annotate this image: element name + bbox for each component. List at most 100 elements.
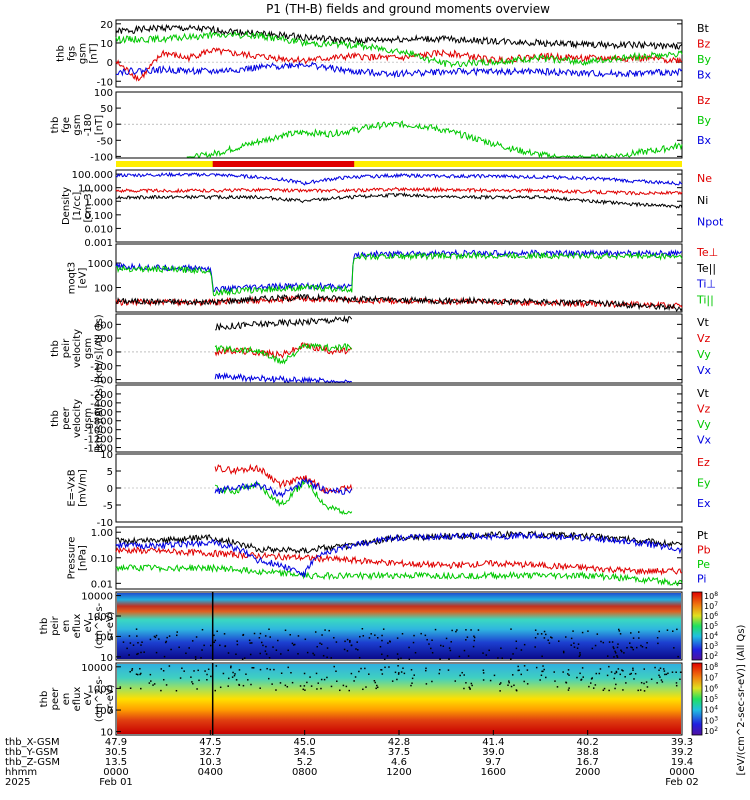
spectrogram-speck (153, 635, 156, 638)
spectrogram-speck (128, 654, 130, 656)
spectrogram-speck (534, 646, 536, 648)
spectrogram-speck (233, 674, 236, 677)
spectrogram-speck (493, 674, 496, 677)
y-tick-label: 400 (94, 320, 113, 331)
spectrogram-speck (376, 637, 379, 639)
spectrogram-speck (579, 672, 581, 675)
spectrogram-speck (638, 637, 640, 639)
spectrogram-speck (364, 667, 366, 670)
spectrogram-speck (471, 684, 473, 687)
spectrogram-speck (539, 679, 541, 681)
spectrogram-speck (155, 651, 158, 654)
spectrogram-speck (622, 689, 624, 691)
spectrogram-speck (183, 670, 185, 672)
spectrogram-speck (673, 647, 675, 649)
spectrogram-speck (579, 652, 581, 654)
spectrogram-speck (136, 653, 138, 656)
y-axis-label-line: eflux (72, 614, 83, 639)
spectrogram-speck (275, 649, 278, 651)
spectrogram-speck (562, 651, 565, 654)
spectrogram-speck (252, 667, 255, 669)
spectrogram-speck (619, 633, 622, 635)
legend-Ti||: Ti|| (696, 293, 714, 306)
spectrogram-speck (618, 630, 621, 632)
y-axis-label-line: -180 (83, 114, 94, 137)
spectrogram-speck (410, 669, 413, 671)
spectrogram-speck (342, 684, 345, 687)
spectrogram-speck (403, 672, 406, 675)
legend-Ey: Ey (697, 477, 711, 490)
spectrogram-speck (534, 636, 537, 639)
legend-Vt: Vt (697, 387, 710, 400)
spectrogram-speck (602, 689, 605, 691)
spectrogram-speck (660, 679, 663, 681)
spectrogram-speck (596, 633, 599, 635)
figure-title: P1 (TH-B) fields and ground moments over… (266, 2, 550, 16)
y-axis-label: thbpeirvelocitygsm[km/s](All Qs) (50, 314, 105, 382)
y-tick-label: 1.000 (84, 197, 113, 208)
spectrogram-speck (149, 638, 152, 641)
spectrogram-speck (320, 678, 323, 681)
x-tick-label: 0000 (103, 767, 128, 778)
spectrogram-speck (291, 681, 294, 684)
spectrogram-speck (611, 641, 614, 643)
spectrogram-speck (645, 681, 648, 683)
spectrogram-speck (360, 667, 362, 670)
spectrogram-speck (267, 677, 270, 680)
panel-frame (115, 313, 683, 384)
colorbar-title: [eV/(cm^2-sec-sr-eV)] (All Qs) (736, 624, 747, 775)
spectrogram-speck (397, 673, 400, 675)
spectrogram-speck (594, 644, 597, 647)
spectrogram-speck (259, 652, 261, 655)
series-line-red (115, 47, 683, 82)
y-tick-label: -400 (90, 376, 113, 387)
spectrogram-speck (663, 670, 666, 672)
x-tick-label: 39.0 (482, 747, 504, 758)
spectrogram-speck (634, 672, 637, 675)
y-tick-label: 10 (100, 728, 113, 739)
spectrogram-speck (312, 652, 314, 655)
spectrogram-speck (396, 653, 399, 655)
spectrogram-speck (489, 679, 492, 682)
mode-bar (116, 161, 682, 167)
spectrogram-speck (508, 681, 510, 684)
y-axis-label-line: eV (83, 692, 94, 705)
spectrogram-speck (620, 649, 622, 652)
spectrogram-speck (463, 687, 465, 690)
x-tick-label: 0000 (669, 767, 694, 778)
series-line-green (115, 251, 683, 297)
y-axis-label-line: peir (50, 615, 61, 635)
spectrogram-speck (381, 639, 383, 642)
x-tick-label: 40.2 (577, 737, 599, 748)
spectrogram-speck (214, 689, 216, 692)
series-line-green (186, 120, 683, 159)
spectrogram-speck (249, 653, 252, 656)
spectrogram-speck (510, 685, 513, 688)
spectrogram-speck (201, 628, 204, 631)
spectrogram-speck (131, 669, 133, 672)
y-tick-label: 10000 (81, 663, 113, 674)
spectrogram-speck (639, 689, 642, 691)
spectrogram-speck (236, 643, 239, 646)
spectrogram-speck (629, 673, 631, 676)
spectrogram-speck (326, 676, 328, 679)
spectrogram-speck (633, 678, 635, 680)
y-tick-label: 1000 (88, 612, 113, 623)
x-tick-label: 2000 (575, 767, 600, 778)
legend-Te||: Te|| (696, 262, 716, 275)
spectrogram-speck (323, 678, 326, 681)
spectrogram-speck (129, 670, 131, 673)
spectrogram-speck (646, 686, 649, 688)
spectrogram-speck (401, 633, 404, 635)
legend-Vt: Vt (697, 316, 710, 329)
spectrogram-speck (222, 672, 225, 675)
series-line-black (115, 292, 683, 312)
x-tick-label: 5.2 (297, 757, 313, 768)
spectrogram-speck (251, 642, 253, 644)
spectrogram-speck (501, 657, 503, 659)
spectrogram-speck (573, 646, 576, 648)
spectrogram-speck (373, 680, 376, 682)
spectrogram-speck (206, 679, 208, 681)
series-line-red (115, 546, 682, 576)
spectrogram-speck (216, 630, 218, 633)
